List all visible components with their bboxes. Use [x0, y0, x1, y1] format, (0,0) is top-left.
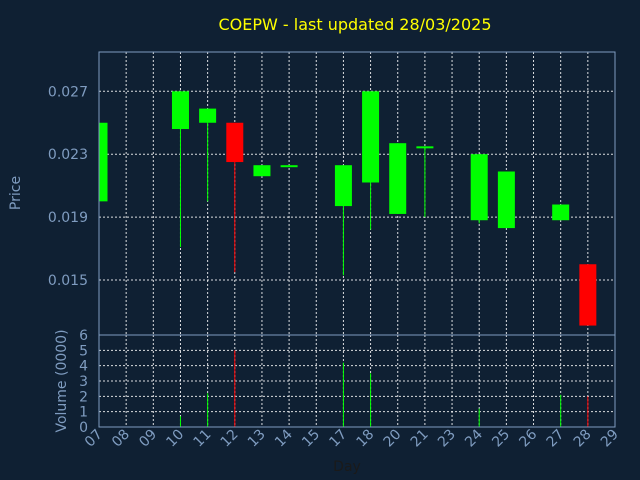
price-tick-label: 0.027: [48, 84, 88, 100]
candle-body: [253, 165, 271, 177]
volume-tick-label: 3: [79, 374, 88, 390]
candle-body: [579, 264, 597, 326]
price-axis-label: Price: [8, 176, 24, 210]
candle-body: [389, 143, 407, 214]
candle-body: [334, 165, 352, 207]
volume-tick-label: 5: [79, 343, 88, 359]
candle-body: [497, 171, 515, 229]
volume-tick-label: 1: [79, 405, 88, 421]
volume-tick-label: 2: [79, 389, 88, 405]
candle-body: [552, 204, 570, 221]
volume-tick-label: 0: [79, 420, 88, 436]
candle-body: [99, 122, 108, 202]
candle-body: [362, 91, 380, 183]
candle-body: [280, 165, 298, 168]
volume-tick-label: 4: [79, 359, 88, 375]
price-ticks: 0.027 0.023 0.019 0.015: [48, 84, 88, 289]
volume-frame: [98, 334, 616, 428]
candles: [98, 91, 597, 326]
price-panel: 0.027 0.023 0.019 0.015: [48, 51, 616, 336]
volume-bars: [179, 350, 589, 427]
candle-body: [171, 91, 189, 130]
candle-body: [199, 108, 217, 123]
x-axis-label: Day: [333, 459, 361, 475]
chart-title: COEPW - last updated 28/03/2025: [218, 15, 491, 34]
volume-axis-label: Volume (0000): [54, 329, 70, 432]
candle-body: [226, 122, 244, 163]
volume-tick-label: 6: [79, 328, 88, 344]
price-tick-label: 0.015: [48, 273, 88, 289]
candle-body: [470, 154, 488, 221]
price-tick-label: 0.019: [48, 210, 88, 226]
candle-body: [416, 146, 434, 149]
price-tick-label: 0.023: [48, 147, 88, 163]
